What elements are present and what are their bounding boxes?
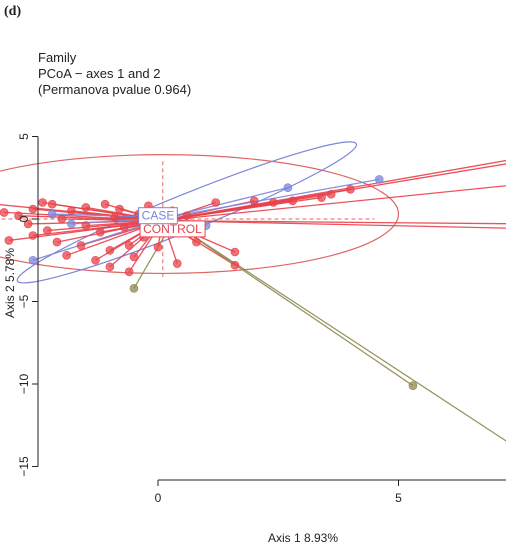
data-point-control bbox=[249, 196, 259, 206]
data-point-control bbox=[43, 226, 52, 235]
data-point-control bbox=[76, 241, 86, 250]
data-point-control bbox=[81, 221, 91, 230]
data-point-control bbox=[211, 198, 221, 207]
segment-control bbox=[162, 201, 274, 222]
data-point-control bbox=[105, 246, 115, 255]
data-point-control bbox=[110, 213, 120, 222]
data-point-case bbox=[283, 183, 293, 192]
data-point-control bbox=[230, 247, 240, 257]
y-axis-title: Axis 2 5.78% bbox=[3, 248, 17, 318]
data-points bbox=[0, 175, 418, 390]
data-point-control bbox=[124, 267, 134, 277]
segment-control bbox=[162, 220, 506, 229]
segment-other bbox=[172, 221, 414, 387]
data-point-control bbox=[230, 260, 240, 270]
group-label-case: CASE bbox=[142, 209, 175, 223]
data-point-case bbox=[67, 219, 76, 229]
segment-other bbox=[172, 221, 506, 442]
data-point-control bbox=[182, 211, 192, 220]
data-point-control bbox=[100, 199, 110, 209]
y-tick-label: −10 bbox=[17, 373, 31, 394]
data-point-other bbox=[408, 381, 418, 390]
chart-title-block: Family PCoA − axes 1 and 2 (Permanova pv… bbox=[38, 50, 191, 98]
chart-title: Family bbox=[38, 50, 77, 65]
y-tick-label: −15 bbox=[17, 456, 31, 477]
panel-label: (d) bbox=[4, 4, 22, 19]
x-tick-label: 0 bbox=[155, 491, 162, 505]
data-point-control bbox=[23, 219, 33, 229]
y-tick-label: 5 bbox=[17, 133, 31, 140]
segment-control bbox=[0, 204, 163, 222]
centroid-segments bbox=[0, 159, 506, 442]
data-point-other bbox=[129, 283, 139, 293]
data-point-case bbox=[374, 175, 384, 184]
data-point-control bbox=[57, 214, 67, 224]
data-point-control bbox=[269, 198, 278, 207]
data-point-control bbox=[153, 242, 163, 252]
data-point-control bbox=[14, 211, 23, 220]
data-point-control bbox=[67, 206, 76, 216]
data-point-control bbox=[105, 262, 115, 272]
data-point-control bbox=[129, 252, 139, 262]
data-point-control bbox=[62, 251, 71, 260]
data-point-case bbox=[28, 255, 38, 265]
x-tick-label: 5 bbox=[395, 491, 402, 505]
data-point-control bbox=[28, 204, 38, 214]
x-axis-title: Axis 1 8.93% bbox=[268, 531, 338, 545]
data-point-control bbox=[47, 199, 57, 209]
data-point-control bbox=[38, 198, 47, 207]
data-point-control bbox=[288, 196, 297, 206]
data-point-control bbox=[346, 185, 355, 194]
chart-subtitle-line-2: (Permanova pvalue 0.964) bbox=[38, 82, 192, 97]
data-point-control bbox=[192, 237, 201, 247]
group-label-control: CONTROL bbox=[143, 222, 202, 236]
group-label-box-case bbox=[138, 207, 178, 225]
y-tick-label: 0 bbox=[17, 215, 31, 222]
segment-control bbox=[162, 220, 506, 225]
data-point-control bbox=[172, 259, 182, 268]
data-point-control bbox=[91, 255, 100, 265]
data-point-control bbox=[28, 231, 38, 240]
data-point-control bbox=[317, 193, 326, 202]
data-point-control bbox=[81, 203, 91, 212]
data-point-control bbox=[52, 237, 62, 247]
data-point-case bbox=[47, 209, 57, 219]
data-point-control bbox=[0, 208, 9, 217]
data-point-control bbox=[326, 189, 336, 199]
data-point-control bbox=[95, 227, 105, 237]
y-tick-label: −5 bbox=[17, 294, 31, 308]
data-point-control bbox=[120, 222, 129, 232]
segment-control bbox=[162, 185, 506, 222]
data-point-control bbox=[124, 241, 134, 250]
chart-subtitle-line-1: PCoA − axes 1 and 2 bbox=[38, 66, 161, 81]
data-point-control bbox=[4, 236, 14, 245]
data-point-control bbox=[115, 204, 124, 214]
